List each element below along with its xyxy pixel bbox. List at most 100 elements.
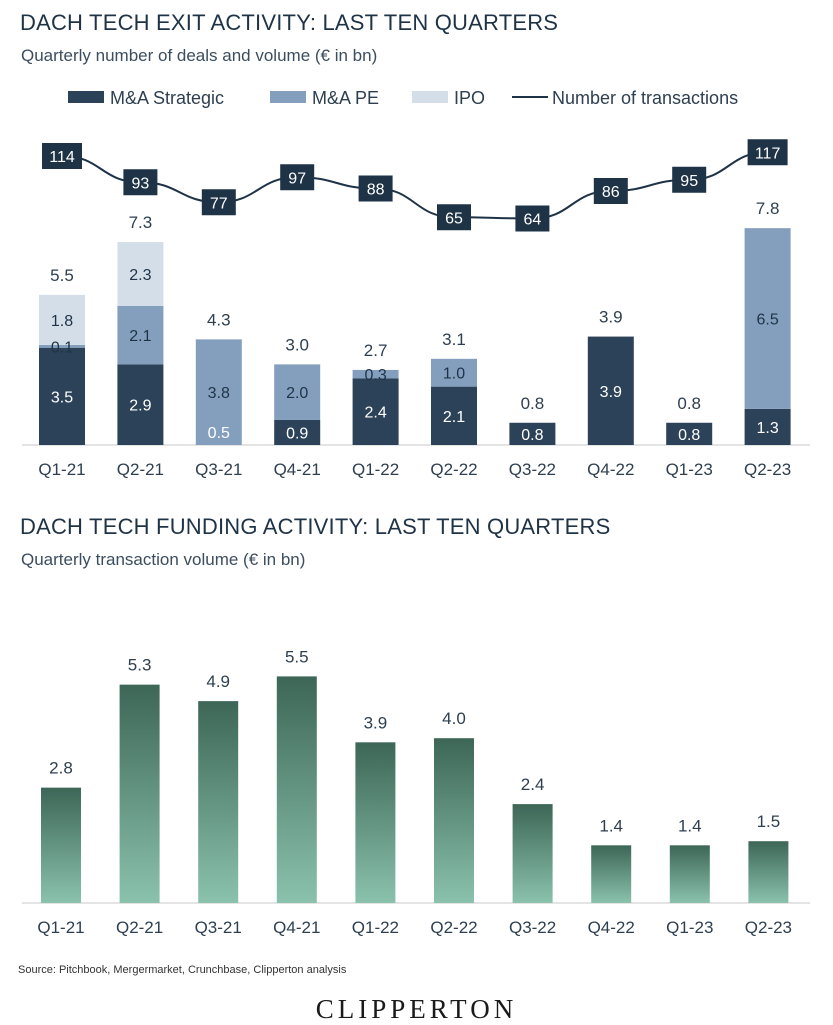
funding-value-label: 5.3 [128,656,152,675]
legend-item-ipo: IPO [412,88,485,109]
legend-label-transactions: Number of transactions [552,88,739,108]
exit-bar-ma-pe [274,364,321,420]
exit-segment-label-ipo: 2.3 [129,267,151,284]
funding-bar [276,676,317,903]
exit-bar-ma-strategic [352,378,399,445]
exit-segment-label-ma-strategic: 3.9 [600,384,622,401]
exit-tick-label: Q1-23 [666,460,713,479]
exit-bar-ma-pe [744,228,791,409]
funding-value-label: 2.8 [49,759,73,778]
exit-total-label: 2.7 [364,341,388,360]
exit-chart-subtitle: Quarterly number of deals and volume (€ … [21,46,378,65]
funding-value-label: 3.9 [364,713,388,732]
transactions-label: 64 [524,212,542,229]
exit-segment-label-ma-strategic: 3.5 [51,389,73,406]
exit-segment-label-ma-strategic: 2.9 [129,398,151,415]
exit-bar-ma-pe [117,306,164,365]
transactions-marker [593,178,628,204]
exit-segment-label-ma-pe: 3.8 [208,385,230,402]
transactions-label: 95 [680,173,698,190]
funding-value-label: 1.4 [599,816,623,835]
funding-tick-label: Q4-22 [588,918,635,937]
legend-label-ipo: IPO [454,88,486,108]
exit-segment-label-ma-pe: 6.5 [756,312,778,329]
funding-bar [355,742,396,903]
exit-tick-label: Q2-21 [117,460,164,479]
exit-total-label: 3.9 [599,308,623,327]
legend-swatch-ipo [412,91,448,104]
legend-item-transactions: Number of transactions [512,88,738,109]
exit-bar-ma-strategic [117,364,164,445]
exit-segment-label-ma-pe: 2.0 [286,385,308,402]
funding-bar [669,845,710,903]
exit-total-label: 0.8 [677,394,701,413]
transactions-marker [358,175,393,202]
exit-bar-ma-pe [39,344,85,348]
exit-segment-label-ma-pe: 0.3 [364,367,386,384]
transactions-marker [42,143,82,169]
exit-total-label: 3.0 [285,335,309,354]
transactions-line [61,151,768,220]
exit-segment-label-ma-pe: 0.1 [51,339,73,356]
exit-bar-ma-strategic [666,422,713,445]
exit-segment-label-ma-strategic: 0.5 [208,425,230,442]
transactions-marker [672,166,707,193]
exit-tick-label: Q3-21 [195,460,242,479]
exit-bar-ma-pe [352,369,399,379]
exit-total-label: 7.3 [129,213,153,232]
funding-chart-title: DACH TECH FUNDING ACTIVITY: LAST TEN QUA… [20,514,611,539]
legend-label-ma-pe: M&A PE [312,88,380,108]
transactions-label: 88 [367,182,385,199]
funding-value-label: 4.0 [442,709,466,728]
funding-chart: 2.8 Q1-21 5.3 Q2-21 4.9 Q3-21 5.5 Q4-21 3.9 Q1-22… [22,647,810,937]
exit-tick-label: Q3-22 [509,460,556,479]
funding-tick-label: Q3-22 [509,918,556,937]
exit-segment-label-ma-strategic: 1.3 [756,420,778,437]
funding-value-label: 5.5 [285,647,309,666]
exit-bar-ma-strategic [509,422,556,445]
legend-swatch-ma-pe [270,91,306,104]
exit-total-label: 3.1 [442,330,466,349]
transactions-marker [280,164,315,191]
funding-bar [748,841,789,903]
exit-bar-ma-strategic [431,386,477,445]
exit-bar-ma-strategic [274,419,321,445]
exit-chart-legend: M&A Strategic M&A PE IPO Number of trans… [0,88,833,112]
transactions-label: 117 [755,145,781,162]
transactions-marker [437,204,471,231]
transactions-marker [123,169,158,196]
legend-item-ma-pe: M&A PE [270,88,379,109]
transactions-marker [747,139,788,166]
funding-bar [591,845,632,903]
exit-segment-label-ma-pe: 2.1 [129,328,151,345]
exit-segment-label-ma-strategic: 2.1 [443,409,465,426]
exit-bar-ipo [117,242,164,306]
transactions-label: 97 [288,170,306,187]
funding-tick-label: Q1-21 [37,918,84,937]
exit-tick-label: Q4-22 [587,460,634,479]
funding-bar [512,804,553,903]
clipperton-logo: CLIPPERTON [315,994,518,1024]
transactions-label: 65 [445,210,463,227]
exit-segment-label-ma-pe: 1.0 [443,366,465,383]
exit-segment-label-ma-strategic: 2.4 [364,405,386,422]
transactions-label: 77 [210,195,228,212]
transactions-marker [515,205,550,232]
funding-value-label: 1.4 [678,816,702,835]
funding-tick-label: Q2-23 [745,918,792,937]
funding-bar [41,787,81,903]
exit-total-label: 7.8 [756,199,780,218]
exit-bar-ma-strategic [744,408,791,445]
funding-value-label: 4.9 [206,672,230,691]
transactions-marker [201,189,236,216]
exit-chart-title: DACH TECH EXIT ACTIVITY: LAST TEN QUARTE… [20,10,559,35]
funding-tick-label: Q2-22 [430,918,477,937]
legend-line-transactions [512,96,548,99]
legend-swatch-ma-strategic [68,91,104,104]
exit-tick-label: Q1-22 [352,460,399,479]
funding-tick-label: Q1-23 [666,918,713,937]
exit-tick-label: Q4-21 [274,460,321,479]
funding-bar [434,738,474,903]
funding-tick-label: Q2-21 [116,918,163,937]
funding-tick-label: Q4-21 [273,918,320,937]
